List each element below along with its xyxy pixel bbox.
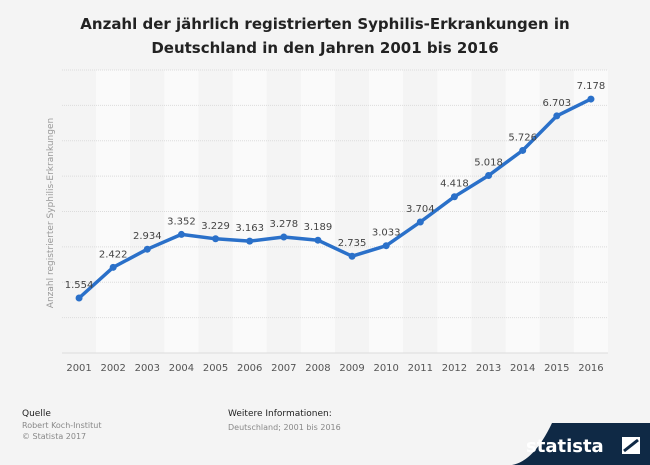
- data-label: 3.163: [235, 223, 264, 234]
- data-point[interactable]: [143, 245, 151, 253]
- plot-band: [164, 70, 199, 353]
- data-point[interactable]: [450, 193, 458, 201]
- x-tick-label: 2001: [66, 363, 91, 374]
- x-tick-label: 2008: [305, 363, 330, 374]
- x-tick-label: 2009: [339, 363, 364, 374]
- chart-title: Anzahl der jährlich registrierten Syphil…: [80, 15, 570, 57]
- plot-band: [130, 70, 165, 353]
- x-tick-label: 2004: [169, 363, 194, 374]
- y-axis-label: Anzahl registrierter Syphilis-Erkrankung…: [46, 118, 56, 308]
- x-tick-label: 2006: [237, 363, 262, 374]
- data-point[interactable]: [348, 252, 356, 260]
- data-point[interactable]: [553, 112, 561, 120]
- data-label: 5.726: [508, 132, 537, 143]
- data-point[interactable]: [280, 233, 288, 241]
- data-point[interactable]: [177, 230, 185, 238]
- data-point[interactable]: [519, 146, 527, 154]
- info-text: Deutschland; 2001 bis 2016: [228, 423, 341, 432]
- data-point[interactable]: [587, 95, 595, 103]
- plot-band: [232, 70, 267, 353]
- data-point[interactable]: [314, 236, 322, 244]
- data-labels: 1.554 2.422 2.934 3.352 3.229 3.163 3.278 3.189…: [65, 81, 606, 291]
- x-tick-label: 2003: [135, 363, 160, 374]
- info-heading: Weitere Informationen:: [228, 409, 332, 419]
- x-tick-label: 2016: [578, 363, 603, 374]
- data-label: 3.278: [269, 219, 298, 230]
- data-point[interactable]: [212, 235, 220, 243]
- data-label: 6.703: [542, 98, 571, 109]
- data-label: 5.018: [474, 157, 503, 168]
- x-tick-label: 2014: [510, 363, 535, 374]
- x-tick-label: 2007: [271, 363, 296, 374]
- data-label: 2.422: [99, 249, 128, 260]
- data-point[interactable]: [246, 237, 254, 245]
- data-point[interactable]: [485, 171, 493, 179]
- copyright: © Statista 2017: [22, 432, 87, 441]
- data-point[interactable]: [109, 263, 117, 271]
- x-tick-label: 2012: [442, 363, 467, 374]
- x-tick-label: 2005: [203, 363, 228, 374]
- data-label: 2.735: [338, 238, 367, 249]
- x-axis-ticks: 2001 2002 2003 2004 2005 2006 2007 2008 2009 2010…: [66, 363, 603, 374]
- plot-band: [62, 70, 97, 353]
- series-line: [77, 97, 593, 300]
- data-label: 7.178: [577, 81, 606, 92]
- statista-logo[interactable]: statista: [512, 423, 650, 465]
- data-label: 4.418: [440, 179, 469, 190]
- x-tick-label: 2011: [408, 363, 433, 374]
- data-label: 3.704: [406, 204, 435, 215]
- data-point[interactable]: [382, 242, 390, 250]
- data-point[interactable]: [416, 218, 424, 226]
- data-point[interactable]: [75, 294, 83, 302]
- source-name[interactable]: Robert Koch-Institut: [22, 421, 102, 430]
- statista-wordmark: statista: [526, 436, 604, 457]
- x-tick-label: 2010: [373, 363, 398, 374]
- data-label: 3.229: [201, 221, 230, 232]
- data-label: 3.189: [304, 222, 333, 233]
- data-label: 3.352: [167, 216, 196, 227]
- source-heading: Quelle: [22, 409, 51, 419]
- data-label: 1.554: [65, 280, 94, 291]
- plot-band: [300, 70, 335, 353]
- data-label: 2.934: [133, 231, 162, 242]
- plot-band: [96, 70, 131, 353]
- gridlines: [62, 69, 608, 354]
- plot-band: [266, 70, 301, 353]
- x-tick-label: 2013: [476, 363, 501, 374]
- data-label: 3.033: [372, 228, 401, 239]
- statista-mark-icon: [622, 437, 640, 454]
- data-points: [75, 95, 595, 302]
- plot-band: [198, 70, 233, 353]
- x-tick-label: 2015: [544, 363, 569, 374]
- x-tick-label: 2002: [100, 363, 125, 374]
